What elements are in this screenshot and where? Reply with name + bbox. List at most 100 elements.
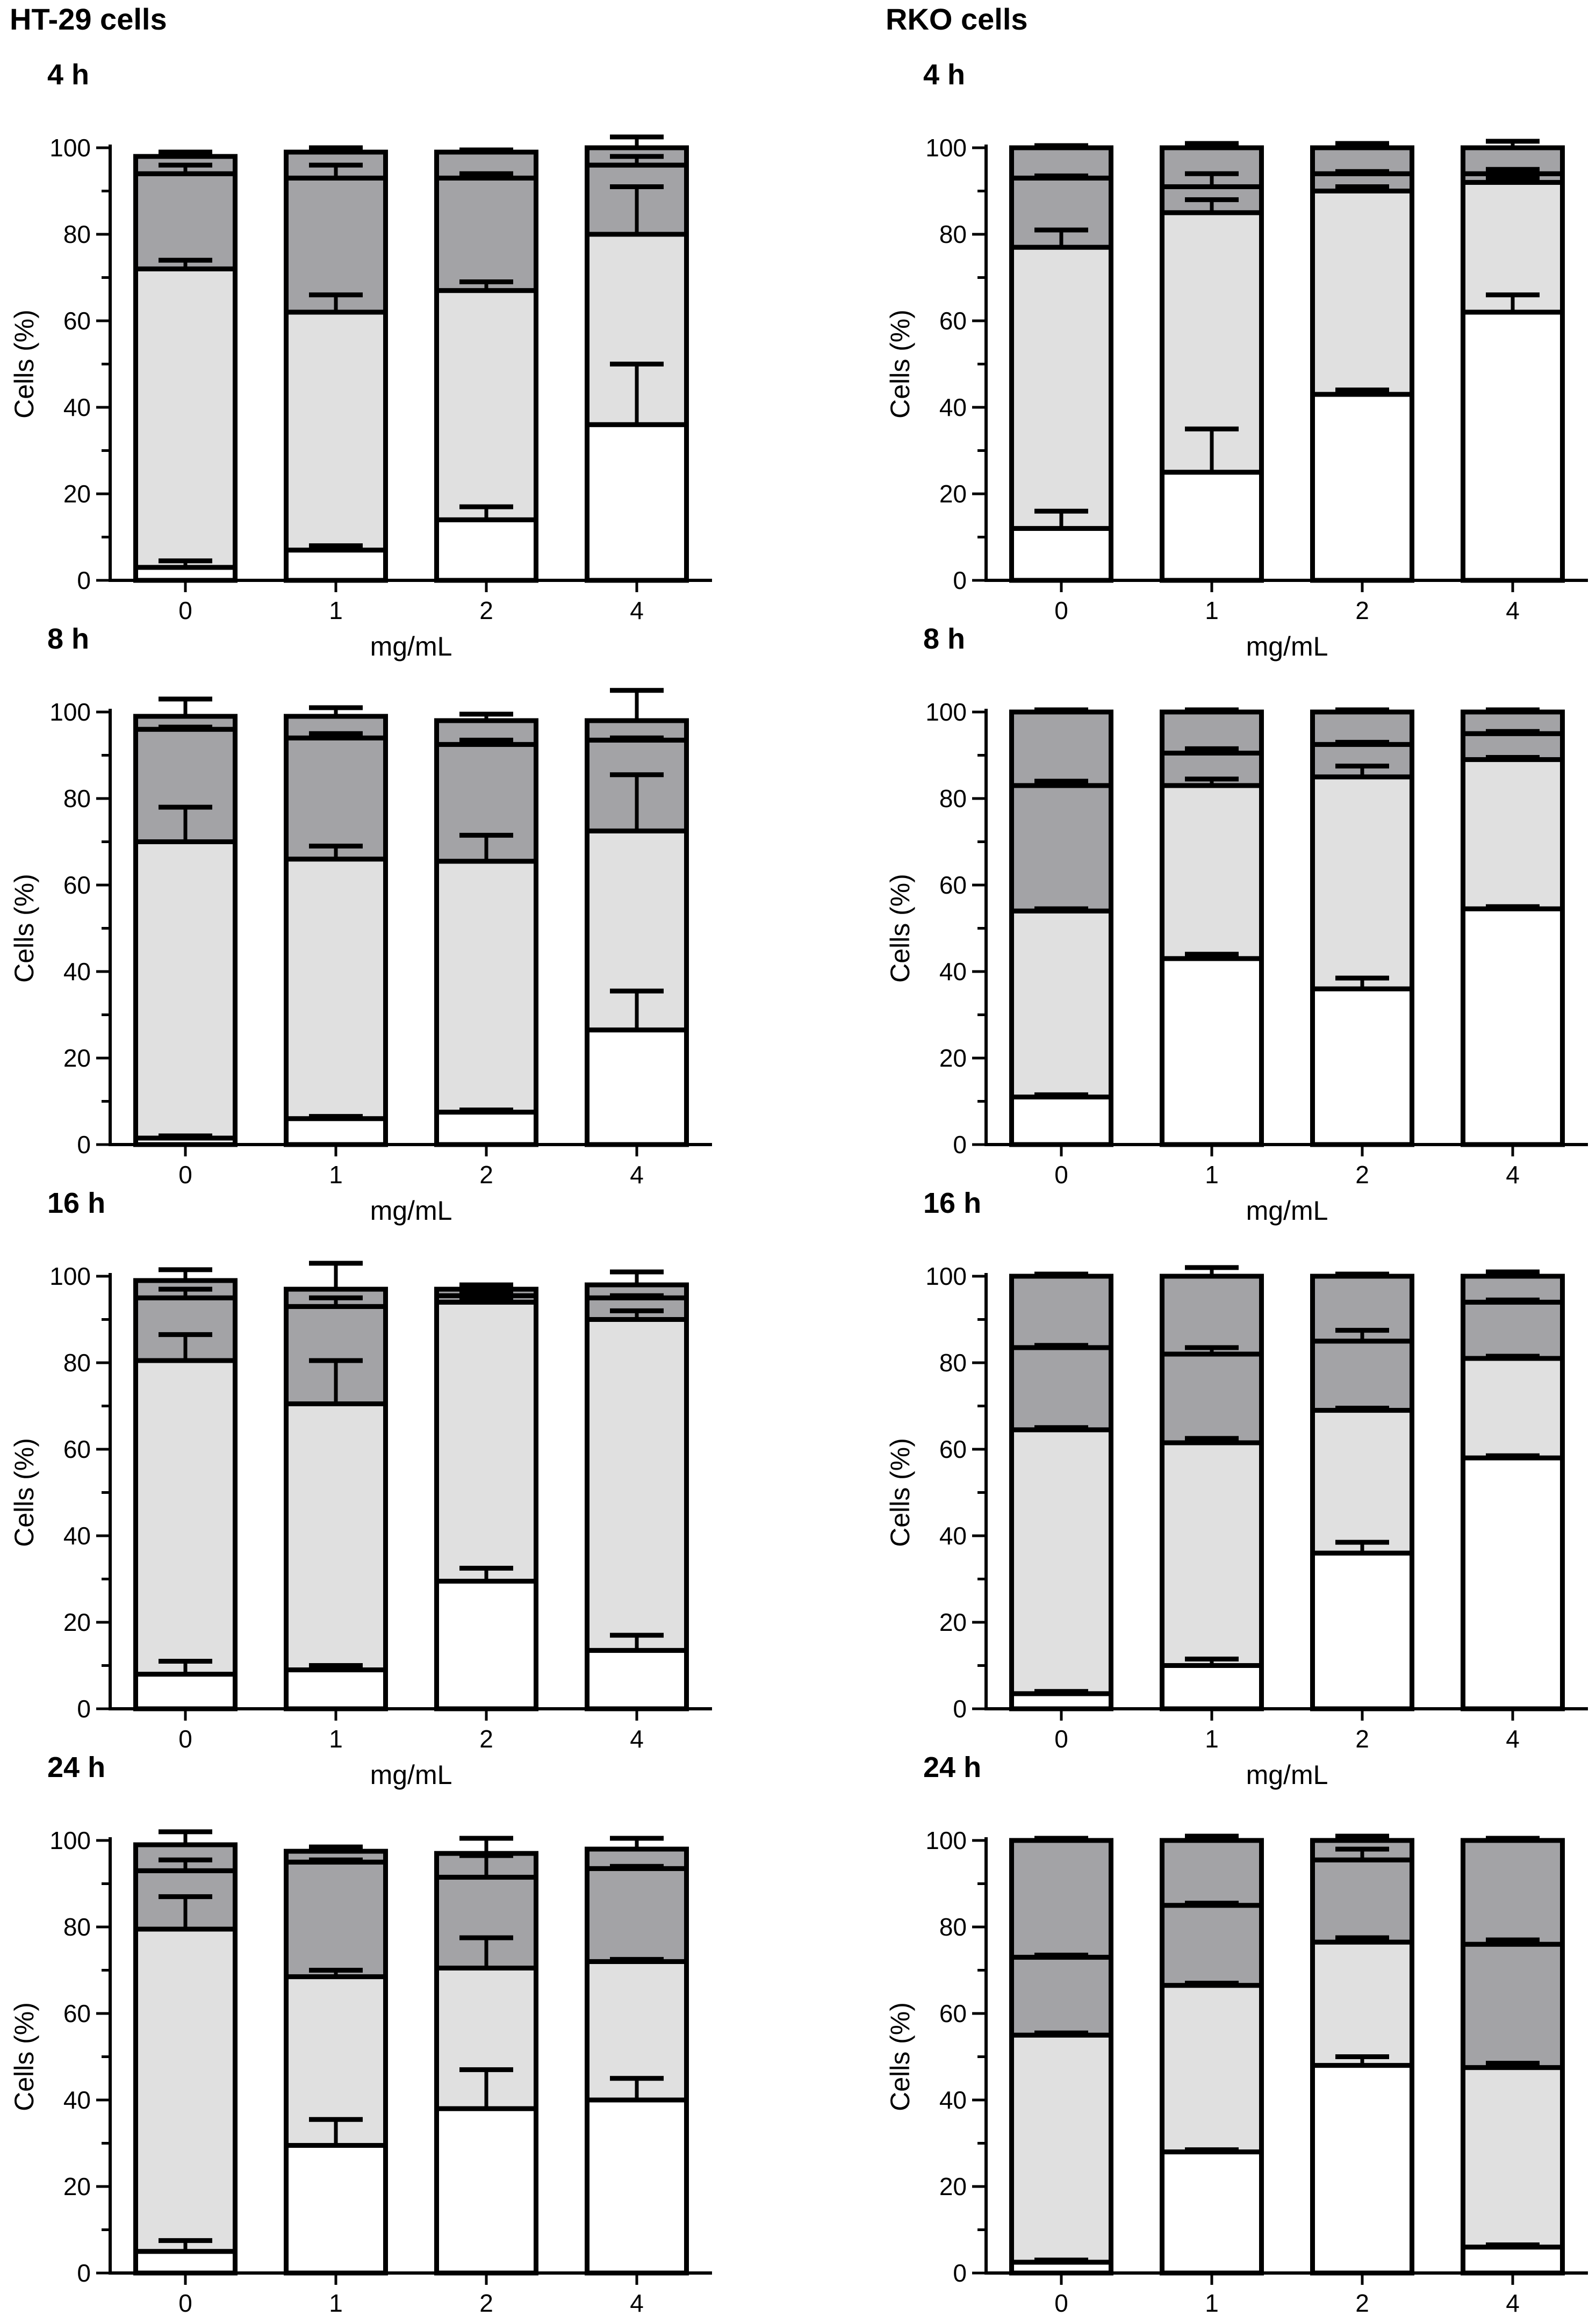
x-tick-label: 0 [178, 1161, 192, 1189]
y-tick-label: 0 [953, 2259, 967, 2287]
y-tick-label: 60 [939, 1435, 967, 1463]
x-tick-label: 2 [479, 1161, 493, 1189]
bar-segment [133, 2249, 238, 2276]
y-tick-label: 40 [939, 958, 967, 986]
x-axis-label: mg/mL [1246, 631, 1328, 661]
bar-segment [284, 310, 388, 553]
bar-segment [284, 1401, 388, 1673]
chart-panel: 24 h 0 20 40 60 80 100 0 1 2 4 mg/mL Cells (%) [885, 1751, 1588, 2316]
bar-segment [1461, 310, 1565, 583]
y-axis-label: Cells (%) [9, 2002, 39, 2111]
panel-title: 16 h [923, 1187, 981, 1219]
y-tick-label: 20 [63, 1608, 91, 1636]
bar-segment [1461, 906, 1565, 1147]
x-axis-label: mg/mL [370, 1760, 452, 1790]
bar-segment [1461, 757, 1565, 911]
x-tick-label: 2 [479, 1725, 493, 1753]
panel-title: 24 h [923, 1751, 981, 1783]
bar-segment [1009, 526, 1113, 583]
bar-segment [1009, 1838, 1113, 1960]
y-axis-label: Cells (%) [9, 874, 39, 983]
x-tick-label: 1 [329, 1725, 343, 1753]
bar-segment [284, 857, 388, 1121]
x-tick-label: 0 [1054, 1161, 1068, 1189]
y-tick-label: 0 [77, 566, 91, 594]
bar-segment [1310, 774, 1414, 991]
bar-segment [133, 266, 238, 570]
bar-segment [1310, 2063, 1414, 2276]
bar-segment [1310, 1408, 1414, 1556]
bar-segment [133, 171, 238, 271]
y-tick-label: 20 [939, 2173, 967, 2200]
bar-segment [1160, 1663, 1264, 1711]
bar-segment [434, 1579, 538, 1711]
y-axis-label: Cells (%) [885, 2002, 915, 2111]
y-tick-label: 0 [953, 1131, 967, 1159]
y-tick-label: 100 [925, 1826, 967, 1854]
x-tick-label: 0 [1054, 596, 1068, 624]
bar-segment [133, 1926, 238, 2254]
bar-segment [585, 422, 689, 583]
x-tick-label: 1 [1205, 2289, 1219, 2316]
bar-segment [284, 548, 388, 583]
y-tick-label: 60 [939, 871, 967, 899]
y-tick-label: 20 [939, 480, 967, 508]
bar-segment [434, 2106, 538, 2276]
bar-segment [1009, 1094, 1113, 1147]
chart-panel: 8 h 0 20 40 60 80 100 0 1 2 4 mg/mL Cells (%) [9, 623, 712, 1226]
bar-segment [1160, 470, 1264, 583]
x-tick-label: 1 [1205, 1725, 1219, 1753]
y-axis-label: Cells (%) [885, 874, 915, 983]
bar-segment [1009, 1274, 1113, 1350]
bar-segment [1461, 1356, 1565, 1461]
y-tick-label: 40 [939, 2086, 967, 2114]
x-tick-label: 2 [479, 2289, 493, 2316]
panel-title: 8 h [923, 623, 965, 655]
bar-segment [1160, 2149, 1264, 2276]
bar-segment [1461, 1299, 1565, 1361]
bar-segment [133, 1672, 238, 1711]
bar-segment [1310, 709, 1414, 747]
x-tick-label: 4 [1506, 1161, 1520, 1189]
bar-segment [1160, 1838, 1264, 1908]
y-tick-label: 100 [49, 698, 91, 726]
x-tick-label: 1 [1205, 1161, 1219, 1189]
bar-segment [1310, 986, 1414, 1147]
bar-segment [1009, 783, 1113, 914]
bar-segment [434, 1110, 538, 1147]
x-tick-label: 1 [329, 596, 343, 624]
bar-segment [585, 1317, 689, 1653]
bar-segment [1009, 1345, 1113, 1433]
bar-segment [585, 2097, 689, 2276]
bar-segment [284, 1116, 388, 1147]
panel-title: 4 h [47, 59, 89, 91]
y-tick-label: 20 [63, 1044, 91, 1072]
bar-segment [1160, 1903, 1264, 1988]
y-tick-label: 100 [925, 134, 967, 162]
y-tick-label: 60 [63, 1435, 91, 1463]
y-tick-label: 100 [49, 1826, 91, 1854]
y-tick-label: 80 [939, 1913, 967, 1941]
x-axis-label: mg/mL [370, 1196, 452, 1226]
y-tick-label: 100 [49, 134, 91, 162]
bar-segment [434, 175, 538, 293]
bar-segment [1310, 1857, 1414, 1945]
column-title-rko: RKO cells [886, 2, 1028, 36]
x-tick-label: 4 [1506, 2289, 1520, 2316]
chart-panel: 16 h 0 20 40 60 80 100 0 1 2 4 mg/mL Cells (%) [885, 1187, 1588, 1790]
x-tick-label: 4 [1506, 596, 1520, 624]
panel-title: 4 h [923, 59, 965, 91]
x-tick-label: 2 [1355, 596, 1369, 624]
y-tick-label: 0 [953, 1695, 967, 1723]
y-axis-label: Cells (%) [885, 310, 915, 419]
x-tick-label: 0 [178, 1725, 192, 1753]
panel-title: 8 h [47, 623, 89, 655]
y-tick-label: 60 [63, 1999, 91, 2027]
panel-title: 16 h [47, 1187, 105, 1219]
bar-segment [284, 1859, 388, 1980]
bar-segment [1009, 1427, 1113, 1696]
y-tick-label: 0 [77, 1131, 91, 1159]
y-tick-label: 40 [939, 1522, 967, 1550]
y-axis-label: Cells (%) [9, 310, 39, 419]
